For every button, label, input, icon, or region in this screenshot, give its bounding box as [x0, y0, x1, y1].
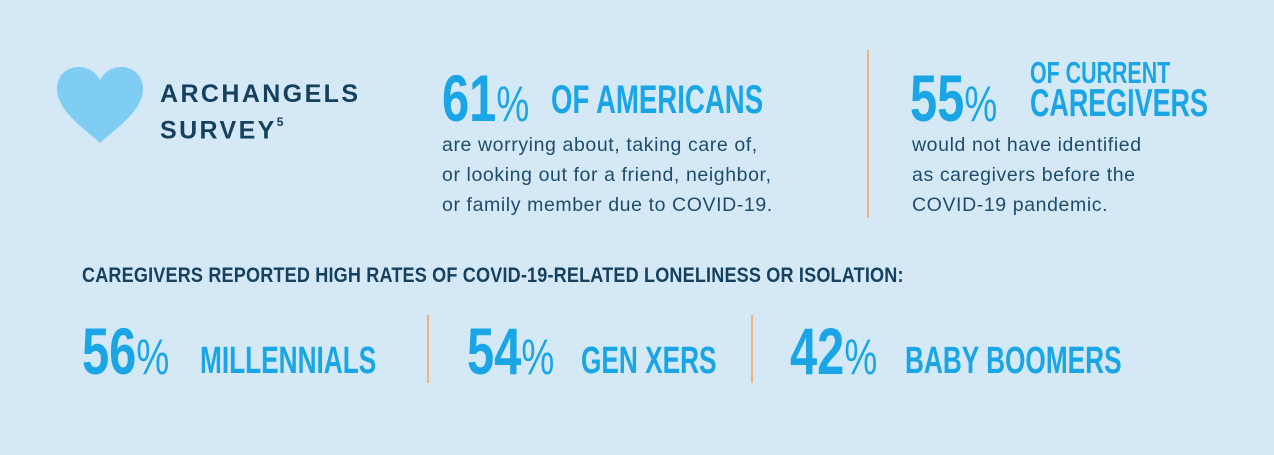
description-line: or family member due to COVID-19.: [442, 194, 773, 216]
stat-americans-description: are worrying about, taking care of, or l…: [442, 130, 773, 220]
heart-icon: [57, 67, 143, 143]
gen-boomers-label: BABY BOOMERS: [905, 340, 1122, 382]
gen-xers-number: 54: [467, 314, 522, 388]
gen-xers-label: GEN XERS: [581, 340, 717, 382]
gen-xers-stat: 54%: [467, 313, 554, 389]
vertical-divider: [751, 315, 753, 383]
gen-boomers-stat: 42%: [790, 313, 877, 389]
stat-americans-number: 61: [442, 61, 497, 135]
stat-caregivers-number: 55: [910, 61, 965, 135]
description-line: or looking out for a friend, neighbor,: [442, 164, 772, 186]
vertical-divider: [427, 315, 429, 383]
survey-title-line1: ARCHANGELS: [160, 80, 361, 108]
gen-boomers-number: 42: [790, 314, 845, 388]
description-line: COVID-19 pandemic.: [912, 194, 1109, 216]
description-line: would not have identified: [912, 134, 1142, 156]
stat-americans-label: OF AMERICANS: [551, 78, 764, 122]
stat-caregivers-percent: %: [964, 76, 998, 132]
gen-millennials-stat: 56%: [82, 313, 169, 389]
description-line: are worrying about, taking care of,: [442, 134, 758, 156]
survey-title-line2: SURVEY: [160, 116, 277, 145]
stat-americans-headline: 61%: [442, 60, 529, 136]
gen-millennials-label: MILLENNIALS: [200, 340, 377, 382]
survey-title: ARCHANGELS SURVEY5: [160, 79, 360, 146]
gen-xers-percent: %: [521, 329, 555, 385]
gen-millennials-number: 56: [82, 314, 137, 388]
description-line: as caregivers before the: [912, 164, 1136, 186]
stat-caregivers-headline: 55%: [910, 60, 997, 136]
stat-caregivers-label-line1: OF CURRENT: [1030, 55, 1171, 90]
vertical-divider: [867, 50, 869, 218]
gen-boomers-percent: %: [844, 329, 878, 385]
section-heading: CAREGIVERS REPORTED HIGH RATES OF COVID-…: [82, 264, 904, 287]
gen-millennials-percent: %: [136, 329, 170, 385]
stat-americans-percent: %: [496, 76, 530, 132]
stat-caregivers-label-line2: CAREGIVERS: [1030, 82, 1208, 125]
stat-caregivers-description: would not have identified as caregivers …: [912, 130, 1142, 220]
survey-footnote: 5: [276, 115, 284, 129]
